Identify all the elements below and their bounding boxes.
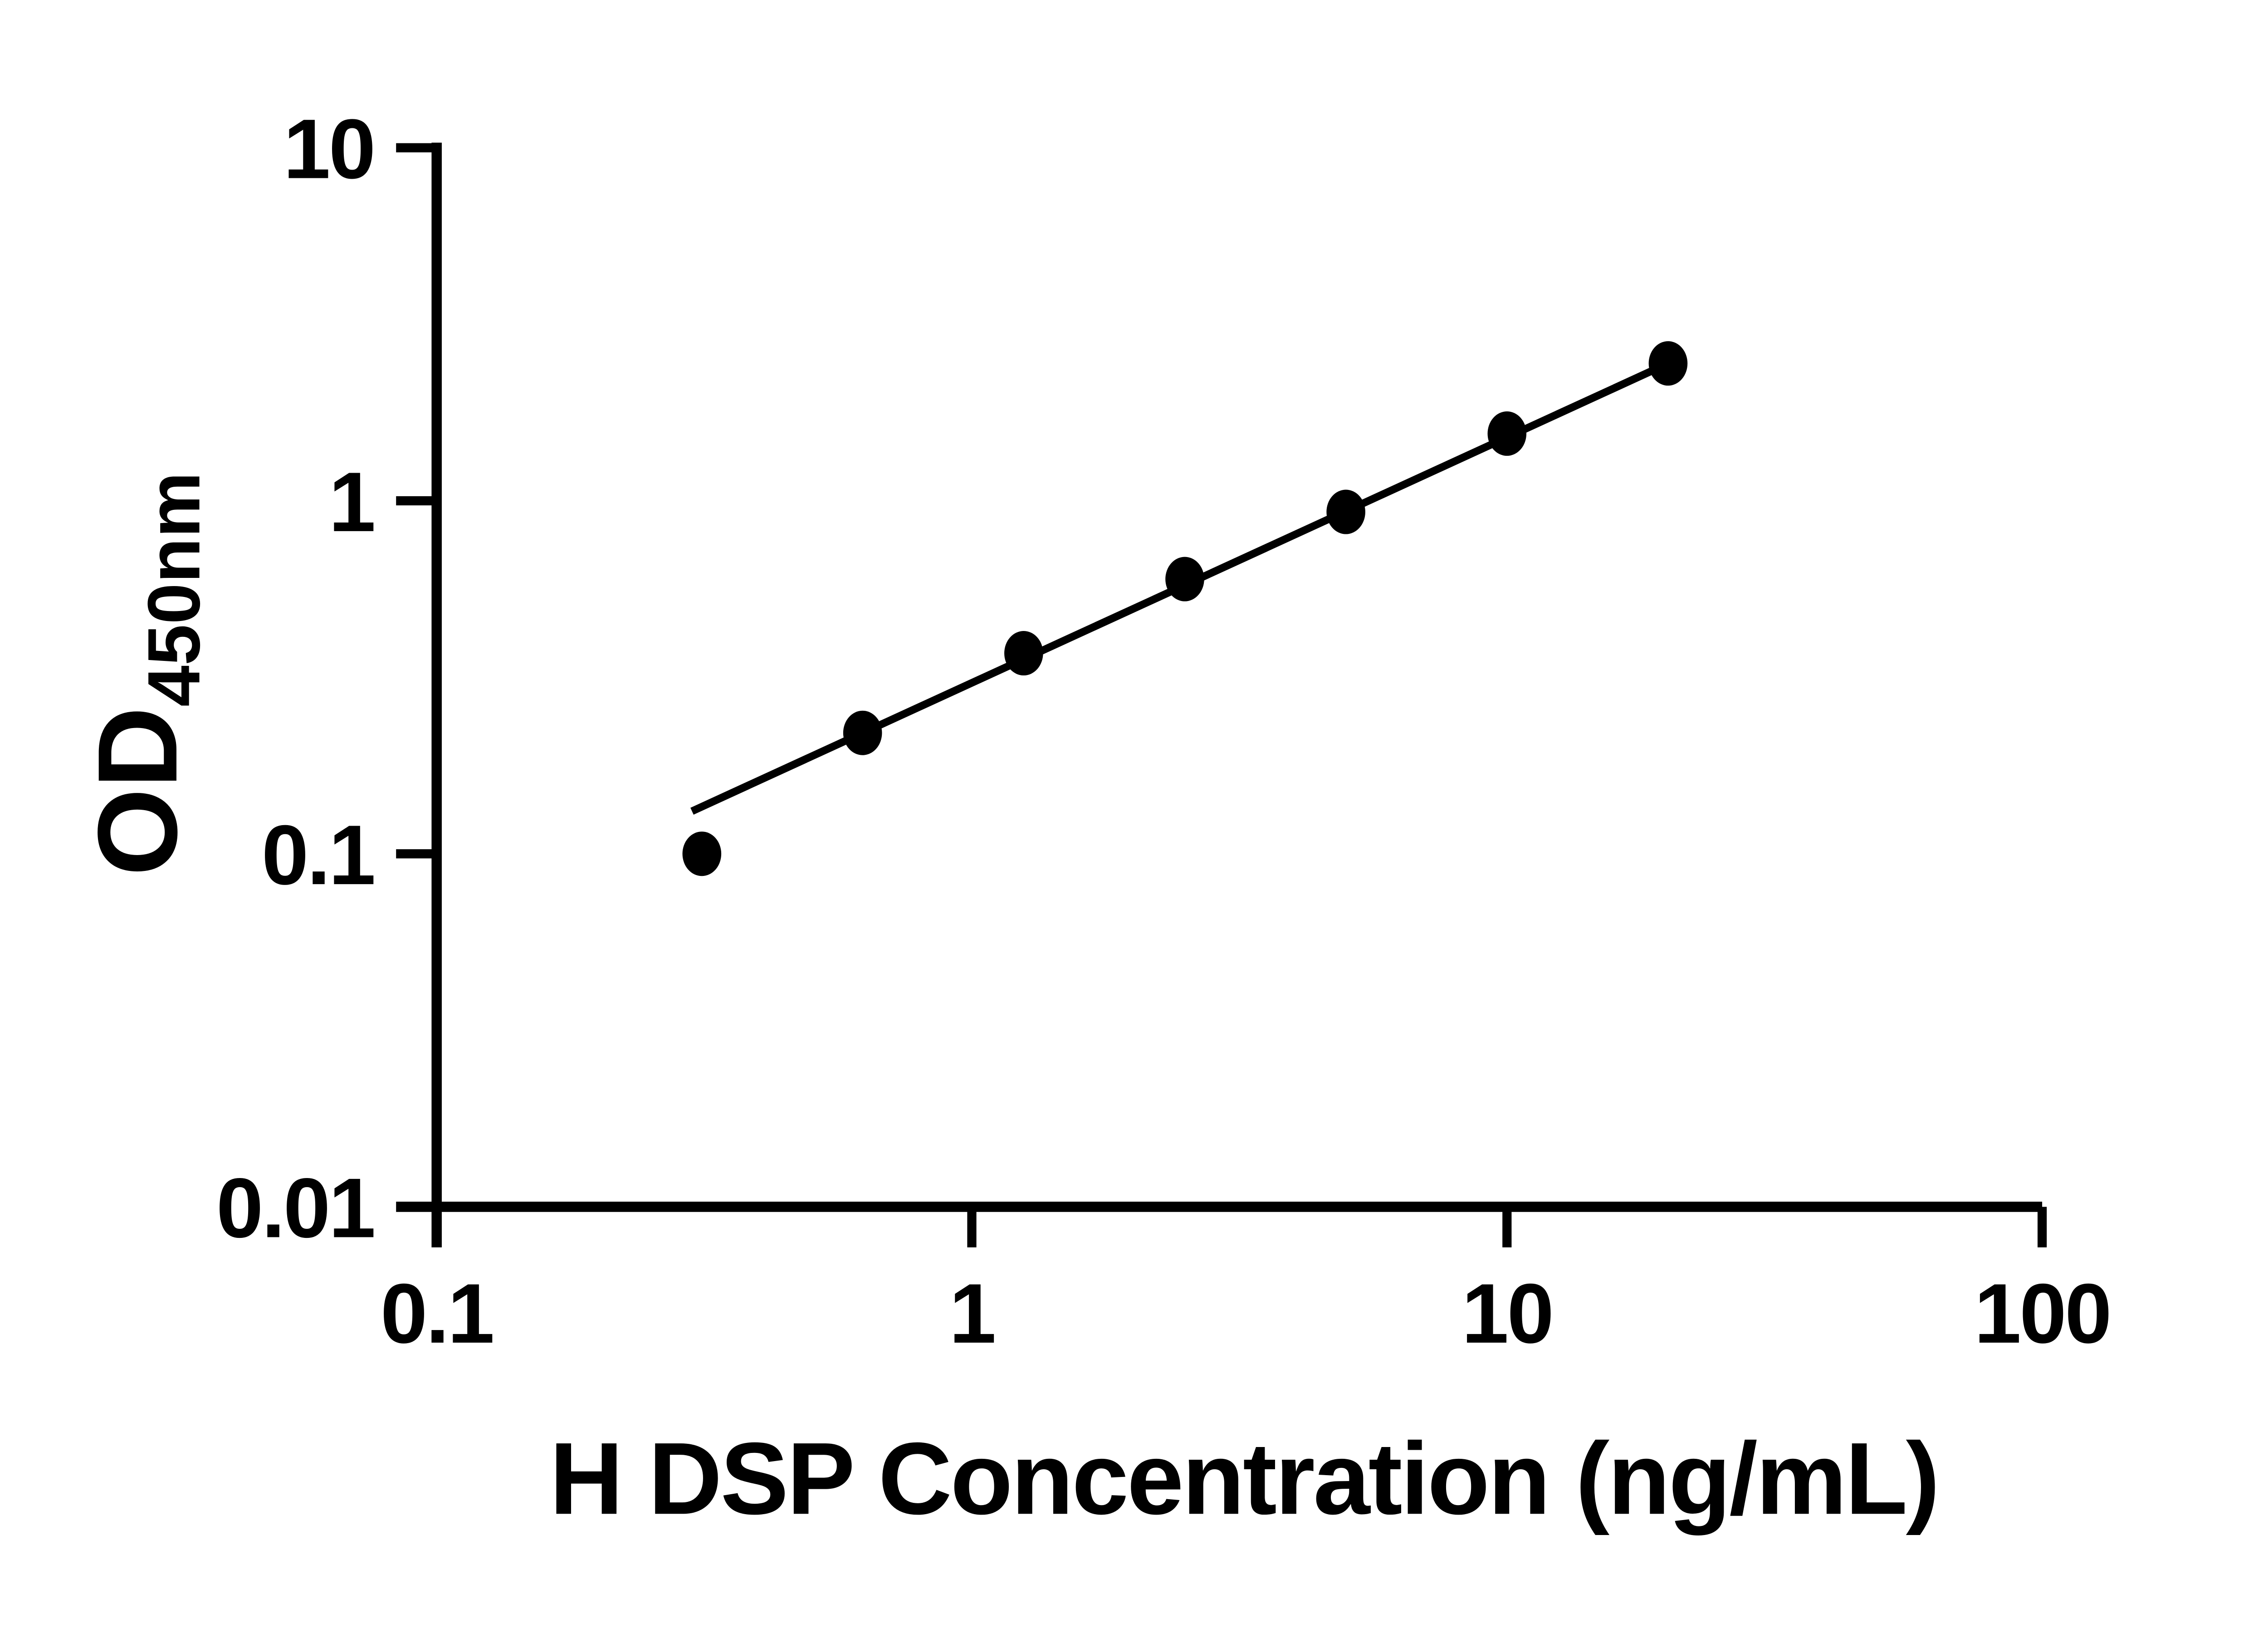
data-point-0 (682, 831, 722, 876)
x-tick-label-0.1: 0.1 (381, 1266, 493, 1361)
x-axis-title: H DSP Concentration (ng/mL) (549, 1421, 1938, 1535)
data-point-2 (1004, 631, 1043, 676)
elisa-standard-curve-figure: 0.01 0.1 1 10 0.1 1 10 100 H DSP Concentration … (0, 0, 2268, 1588)
y-axis-title: OD450nm (74, 472, 215, 876)
y-axis-title-subscript: 450nm (132, 472, 215, 707)
data-point-6 (1648, 341, 1688, 386)
x-tick-label-10: 10 (1461, 1266, 1552, 1361)
y-tick-label-0.01: 0.01 (216, 1160, 374, 1255)
x-tick-label-100: 100 (1974, 1266, 2110, 1361)
y-tick-label-1: 1 (329, 455, 374, 549)
x-tick-label-1: 1 (949, 1266, 995, 1361)
data-point-1 (843, 710, 882, 755)
data-point-3 (1165, 557, 1204, 601)
data-series-layer (682, 341, 1688, 876)
y-axis-title-main: OD (74, 707, 200, 876)
chart-background (0, 0, 2268, 1588)
data-point-5 (1487, 411, 1527, 456)
y-tick-label-0.1: 0.1 (262, 807, 374, 902)
y-tick-label-10: 10 (284, 102, 374, 196)
data-point-4 (1326, 489, 1365, 534)
